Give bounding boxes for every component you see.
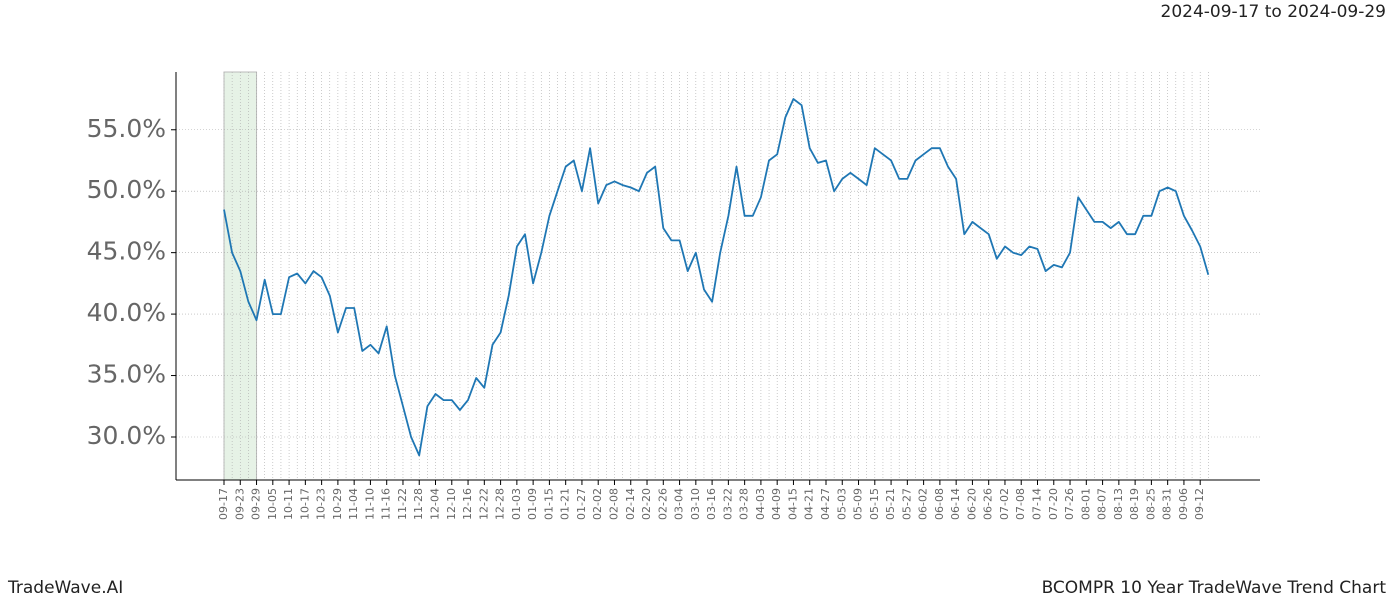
x-tick-label: 02-26 xyxy=(656,488,669,520)
x-tick-label: 04-15 xyxy=(786,488,799,520)
x-tick-label: 05-15 xyxy=(868,488,881,520)
x-tick-label: 03-10 xyxy=(689,488,702,520)
x-tick-label: 06-08 xyxy=(933,488,946,520)
x-tick-label: 10-23 xyxy=(315,488,328,520)
chart-title: BCOMPR 10 Year TradeWave Trend Chart xyxy=(1042,578,1387,598)
x-tick-label: 12-04 xyxy=(429,488,442,520)
y-tick-label: 45.0% xyxy=(87,237,166,266)
x-tick-label: 08-01 xyxy=(1079,488,1092,520)
x-tick-label: 08-19 xyxy=(1128,488,1141,520)
y-tick-label: 35.0% xyxy=(87,360,166,389)
x-tick-label: 12-28 xyxy=(494,488,507,520)
x-tick-label: 06-02 xyxy=(917,488,930,520)
y-tick-label: 30.0% xyxy=(87,421,166,450)
x-tick-label: 01-21 xyxy=(559,488,572,520)
x-tick-label: 08-13 xyxy=(1112,488,1125,520)
x-tick-label: 06-26 xyxy=(982,488,995,520)
x-tick-label: 08-31 xyxy=(1161,488,1174,520)
x-tick-label: 04-21 xyxy=(803,488,816,520)
x-tick-label: 04-27 xyxy=(819,488,832,520)
x-tick-label: 02-08 xyxy=(607,488,620,520)
x-tick-label: 12-10 xyxy=(445,488,458,520)
x-tick-label: 11-22 xyxy=(396,488,409,520)
chart-subtitle: 2024-09-17 to 2024-09-29 xyxy=(1161,2,1386,22)
x-tick-label: 02-20 xyxy=(640,488,653,520)
x-tick-label: 05-09 xyxy=(852,488,865,520)
x-tick-label: 03-28 xyxy=(738,488,751,520)
x-tick-label: 07-26 xyxy=(1063,488,1076,520)
y-tick-label: 40.0% xyxy=(87,298,166,327)
trend-line xyxy=(223,98,1210,457)
x-tick-label: 12-16 xyxy=(461,488,474,520)
x-tick-label: 10-29 xyxy=(331,488,344,520)
x-tick-label: 01-09 xyxy=(526,488,539,520)
x-tick-label: 07-02 xyxy=(998,488,1011,520)
x-tick-label: 01-03 xyxy=(510,488,523,520)
x-tick-label: 09-12 xyxy=(1193,488,1206,520)
x-tick-label: 06-20 xyxy=(965,488,978,520)
x-tick-label: 05-21 xyxy=(884,488,897,520)
x-tick-label: 09-06 xyxy=(1177,488,1190,520)
x-tick-label: 09-29 xyxy=(250,488,263,520)
x-tick-label: 04-09 xyxy=(770,488,783,520)
x-tick-label: 03-22 xyxy=(721,488,734,520)
x-tick-label: 08-25 xyxy=(1144,488,1157,520)
x-tick-label: 09-23 xyxy=(233,488,246,520)
x-tick-label: 10-05 xyxy=(266,488,279,520)
x-tick-label: 11-04 xyxy=(347,488,360,520)
x-tick-label: 12-22 xyxy=(477,488,490,520)
x-tick-label: 05-03 xyxy=(835,488,848,520)
x-tick-label: 02-14 xyxy=(624,488,637,520)
x-tick-label: 10-17 xyxy=(298,488,311,520)
x-tick-label: 08-07 xyxy=(1096,488,1109,520)
x-tick-label: 04-03 xyxy=(754,488,767,520)
x-tick-label: 11-10 xyxy=(363,488,376,520)
x-tick-label: 07-20 xyxy=(1047,488,1060,520)
x-tick-label: 03-04 xyxy=(673,488,686,520)
x-tick-label: 11-28 xyxy=(412,488,425,520)
y-tick-label: 55.0% xyxy=(87,114,166,143)
x-tick-label: 06-14 xyxy=(949,488,962,520)
x-tick-label: 03-16 xyxy=(705,488,718,520)
x-tick-label: 11-16 xyxy=(380,488,393,520)
x-tick-label: 07-08 xyxy=(1014,488,1027,520)
x-tick-label: 09-17 xyxy=(217,488,230,520)
x-tick-label: 01-27 xyxy=(575,488,588,520)
brand: TradeWave.AI xyxy=(7,578,123,598)
x-tick-label: 02-02 xyxy=(591,488,604,520)
x-tick-label: 01-15 xyxy=(542,488,555,520)
x-tick-label: 07-14 xyxy=(1031,488,1044,520)
y-tick-label: 50.0% xyxy=(87,175,166,204)
x-tick-label: 05-27 xyxy=(900,488,913,520)
x-tick-label: 10-11 xyxy=(282,488,295,520)
